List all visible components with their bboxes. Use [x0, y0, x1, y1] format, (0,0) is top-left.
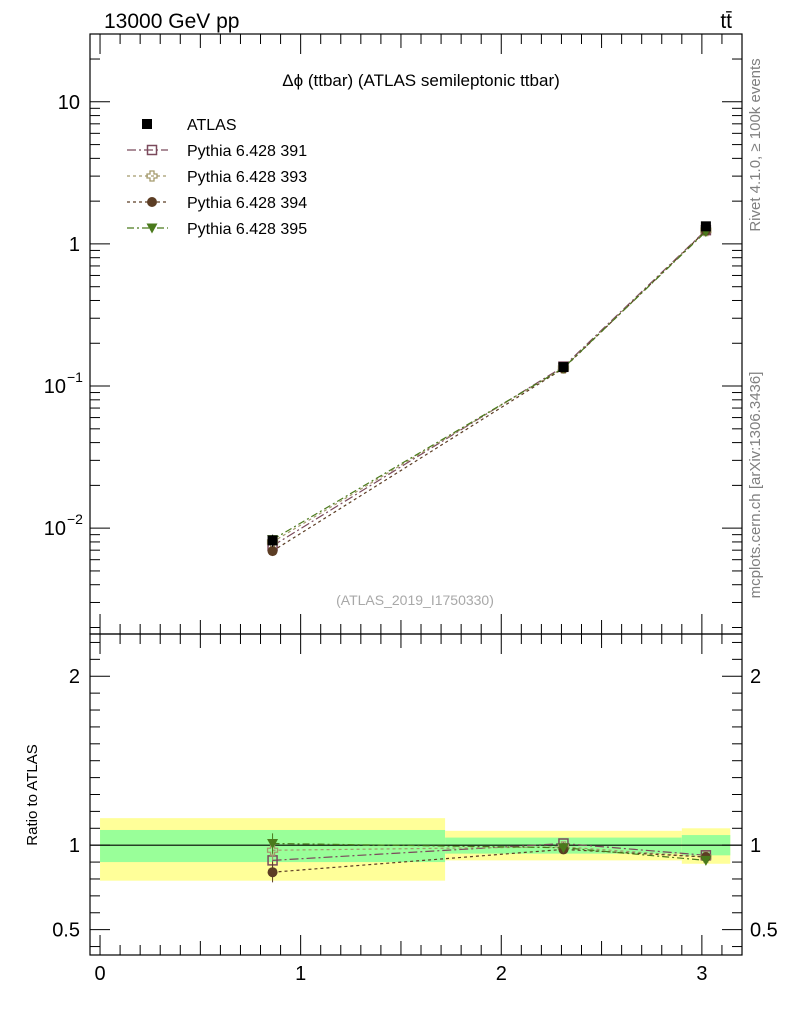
- legend-marker-1: [146, 144, 158, 156]
- x-tick-label: 2: [496, 963, 507, 985]
- y-tick-exponent: −2: [67, 511, 83, 527]
- legend-marker-2: [146, 170, 158, 182]
- x-tick-label: 0: [94, 963, 105, 985]
- y-tick-label: 10: [44, 376, 66, 398]
- legend-label-atlas: ATLAS: [187, 117, 237, 134]
- y-tick-label: 10: [44, 518, 66, 540]
- legend-label-3: Pythia 6.428 394: [187, 195, 307, 212]
- ratio-y-tick-label-right: 0.5: [750, 920, 778, 942]
- ratio-y-tick-label-left: 1: [69, 835, 80, 857]
- y-tick-label: 1: [69, 234, 80, 256]
- ratio-frame: [89, 633, 743, 956]
- ratio-point-4: [267, 838, 279, 849]
- y-tick-label: 10: [58, 92, 80, 114]
- rivet-label: Rivet 4.1.0, ≥ 100k events: [747, 58, 764, 231]
- analysis-watermark: (ATLAS_2019_I1750330): [336, 592, 494, 608]
- ratio-point-2: [266, 844, 279, 856]
- beam-label: 13000 GeV pp: [104, 10, 239, 33]
- ratio-point-4: [557, 843, 569, 854]
- ratio-point-4: [700, 855, 712, 866]
- legend-marker-3: [147, 197, 157, 207]
- series-line-1: [272, 229, 707, 547]
- header: 13000 GeV pp tt̄: [104, 10, 732, 33]
- ratio-y-tick-label-left: 0.5: [52, 920, 80, 942]
- legend-label-2: Pythia 6.428 393: [187, 169, 307, 186]
- ratio-panel: 2 2 1 1 0.5 0.5 Ratio to ATLAS: [24, 633, 778, 956]
- x-tick-label: 1: [295, 963, 306, 985]
- ratio-y-tick-label-left: 2: [69, 666, 80, 688]
- mcplots-label: mcplots.cern.ch [arXiv:1306.3436]: [747, 372, 764, 599]
- y-tick-exponent: −1: [67, 369, 83, 385]
- legend-marker-4: [146, 223, 158, 234]
- process-label: tt̄: [720, 10, 732, 33]
- ratio-line-3: [272, 848, 706, 873]
- chart-title: Δϕ (ttbar) (ATLAS semileptonic ttbar): [282, 71, 560, 90]
- legend-marker-atlas: [142, 119, 152, 129]
- series-line-2: [272, 230, 707, 543]
- series-point-3: [267, 546, 278, 557]
- ratio-y-tick-label-right: 1: [750, 835, 761, 857]
- series-line-4: [272, 231, 707, 541]
- legend-label-4: Pythia 6.428 395: [187, 221, 307, 238]
- x-axis: 0 1 2 3: [94, 963, 707, 985]
- atlas-point: [700, 221, 711, 232]
- x-tick-label: 3: [696, 963, 707, 985]
- atlas-point: [267, 535, 278, 546]
- ratio-y-tick-label-right: 2: [750, 666, 761, 688]
- main-panel: Δϕ (ttbar) (ATLAS semileptonic ttbar) (AT…: [44, 33, 743, 635]
- atlas-point: [558, 362, 569, 373]
- ratio-y-axis-label: Ratio to ATLAS: [24, 744, 41, 845]
- ratio-point-3: [267, 867, 278, 878]
- series-line-3: [272, 230, 707, 552]
- legend-label-1: Pythia 6.428 391: [187, 143, 307, 160]
